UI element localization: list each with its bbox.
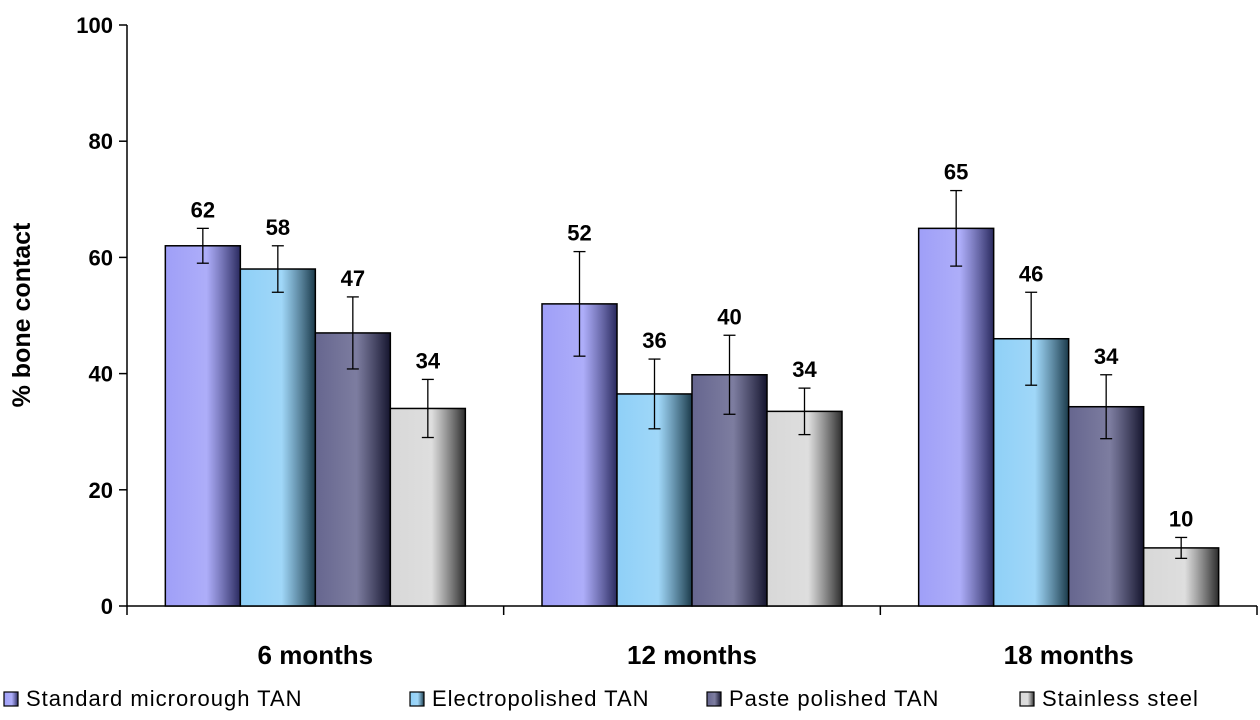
legend-swatch: [3, 691, 19, 707]
data-label: 36: [642, 328, 666, 353]
y-tick-label: 80: [89, 129, 113, 154]
error-bar: [1025, 291, 1038, 386]
data-label: 34: [1094, 344, 1119, 369]
data-label: 58: [266, 215, 290, 240]
bar: [164, 245, 242, 607]
legend-label: Electropolished TAN: [432, 686, 650, 711]
bar: [1067, 405, 1145, 607]
error-bar: [798, 387, 811, 436]
data-label-group: 62 58 47 34 52 36 40 34 65 46 34 10: [191, 160, 1194, 532]
legend-swatch: [1019, 691, 1035, 707]
x-category-label: 6 months: [258, 640, 374, 670]
error-bar: [950, 189, 963, 267]
data-label: 34: [416, 348, 441, 373]
legend-label: Stainless steel: [1042, 686, 1199, 711]
x-category-label: 18 months: [1004, 640, 1134, 670]
x-axis: 6 months 12 months 18 months: [126, 605, 1258, 670]
data-label: 46: [1019, 261, 1043, 286]
x-category-label: 12 months: [627, 640, 757, 670]
legend-swatch: [706, 691, 722, 707]
error-bar: [573, 250, 586, 357]
y-tick-label: 60: [89, 245, 113, 270]
error-bar: [648, 358, 661, 430]
y-tick-label: 0: [101, 594, 113, 619]
error-bar: [271, 245, 284, 293]
error-bar: [723, 334, 736, 415]
data-label: 52: [567, 221, 591, 246]
bar: [766, 410, 843, 607]
legend-label: Paste polished TAN: [729, 686, 939, 711]
bar: [239, 268, 317, 607]
bar: [314, 332, 392, 607]
bar: [917, 227, 995, 607]
y-tick-label: 100: [76, 13, 113, 38]
bar: [389, 407, 467, 607]
error-bar: [1100, 374, 1113, 440]
data-label: 34: [792, 357, 817, 382]
data-label: 40: [717, 304, 741, 329]
data-label: 10: [1169, 506, 1193, 531]
legend: Standard microrough TAN Electropolished T…: [3, 686, 1199, 711]
data-label: 62: [191, 197, 215, 222]
legend-swatch: [409, 691, 425, 707]
data-label: 47: [341, 266, 365, 291]
legend-label: Standard microrough TAN: [26, 686, 303, 711]
y-axis-title: % bone contact: [8, 222, 36, 407]
error-bar: [196, 227, 209, 264]
data-label: 65: [944, 160, 968, 185]
bar-series-group: [164, 189, 1220, 607]
y-tick-label: 40: [89, 362, 113, 387]
error-bar: [1175, 536, 1188, 560]
error-bar: [346, 296, 359, 370]
y-tick-label: 20: [89, 478, 113, 503]
error-bar: [421, 378, 434, 439]
y-axis: 0 20 40 60 80 100: [76, 13, 128, 619]
